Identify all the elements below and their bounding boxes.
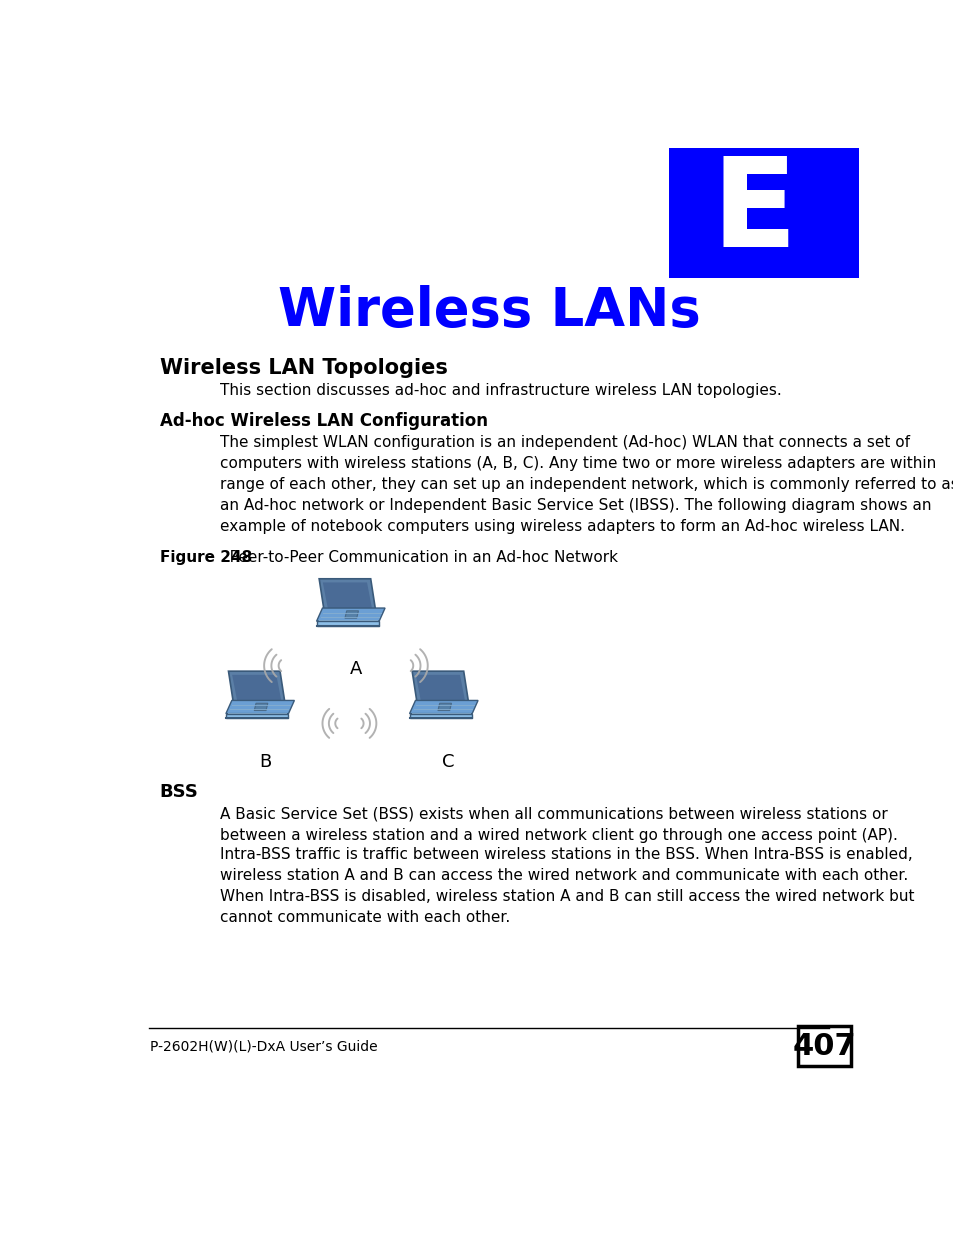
Text: A: A bbox=[349, 661, 361, 678]
Polygon shape bbox=[319, 579, 376, 616]
Text: Intra-BSS traffic is traffic between wireless stations in the BSS. When Intra-BS: Intra-BSS traffic is traffic between wir… bbox=[220, 847, 914, 925]
Bar bbox=[669, 148, 858, 278]
Text: Figure 248: Figure 248 bbox=[159, 550, 252, 566]
Text: C: C bbox=[442, 752, 455, 771]
Polygon shape bbox=[254, 703, 268, 710]
Text: E: E bbox=[711, 152, 797, 273]
Text: B: B bbox=[258, 752, 271, 771]
Polygon shape bbox=[409, 700, 477, 714]
Polygon shape bbox=[409, 714, 472, 718]
Text: Wireless LAN Topologies: Wireless LAN Topologies bbox=[159, 358, 447, 378]
Polygon shape bbox=[437, 703, 451, 710]
Text: Ad-hoc Wireless LAN Configuration: Ad-hoc Wireless LAN Configuration bbox=[159, 412, 487, 430]
Text: A Basic Service Set (BSS) exists when all communications between wireless statio: A Basic Service Set (BSS) exists when al… bbox=[220, 806, 897, 842]
Text: BSS: BSS bbox=[159, 783, 198, 802]
Polygon shape bbox=[322, 583, 373, 613]
Text: Wireless LANs: Wireless LANs bbox=[277, 285, 700, 337]
Polygon shape bbox=[316, 621, 378, 626]
Polygon shape bbox=[412, 671, 469, 709]
Text: 407: 407 bbox=[792, 1031, 856, 1061]
Text: Peer-to-Peer Communication in an Ad-hoc Network: Peer-to-Peer Communication in an Ad-hoc … bbox=[215, 550, 618, 566]
Text: The simplest WLAN configuration is an independent (Ad-hoc) WLAN that connects a : The simplest WLAN configuration is an in… bbox=[220, 435, 953, 534]
Polygon shape bbox=[345, 611, 358, 619]
Polygon shape bbox=[226, 700, 294, 714]
Polygon shape bbox=[416, 674, 465, 705]
Text: This section discusses ad-hoc and infrastructure wireless LAN topologies.: This section discusses ad-hoc and infras… bbox=[220, 383, 781, 398]
Polygon shape bbox=[229, 671, 286, 709]
Bar bbox=[798, 1026, 850, 1066]
Polygon shape bbox=[226, 714, 288, 718]
Text: P-2602H(W)(L)-DxA User’s Guide: P-2602H(W)(L)-DxA User’s Guide bbox=[150, 1040, 377, 1053]
Polygon shape bbox=[232, 674, 282, 705]
Polygon shape bbox=[316, 608, 385, 621]
